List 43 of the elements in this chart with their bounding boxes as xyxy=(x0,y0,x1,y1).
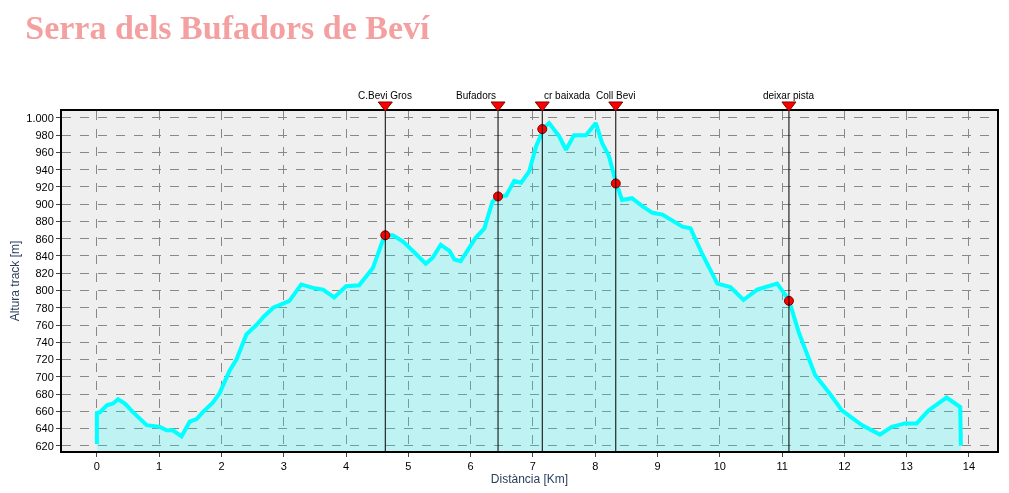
x-tick-label: 8 xyxy=(592,460,599,473)
x-tick-label: 6 xyxy=(467,460,474,473)
y-tick-label: 820 xyxy=(35,267,54,280)
y-tick-label: 640 xyxy=(35,422,54,435)
x-tick-label: 7 xyxy=(529,460,536,473)
y-tick-label: 980 xyxy=(35,129,54,142)
x-tick-label: 3 xyxy=(280,460,287,473)
x-tick-label: 2 xyxy=(218,460,225,473)
y-tick-label: 860 xyxy=(35,232,54,245)
x-tick-label: 11 xyxy=(776,460,788,473)
ref-line-label: Bufadors xyxy=(456,90,497,101)
x-tick-label: 12 xyxy=(838,460,851,473)
y-tick-label: 720 xyxy=(35,353,54,366)
x-tick-label: 4 xyxy=(342,460,350,473)
chart-title: Serra dels Bufadors de Beví xyxy=(25,8,430,46)
y-axis-title: Altura track [m] xyxy=(8,240,23,322)
y-tick-label: 940 xyxy=(35,163,54,176)
x-tick-label: 9 xyxy=(654,460,661,473)
y-tick-label: 700 xyxy=(35,370,54,383)
y-tick-label: 800 xyxy=(35,284,54,297)
y-tick-label: 740 xyxy=(35,336,54,349)
y-tick-label: 660 xyxy=(35,405,54,418)
ref-line-label: C.Bevi Gros xyxy=(358,90,412,101)
x-tick-label: 10 xyxy=(713,460,726,473)
y-tick-label: 840 xyxy=(35,249,54,262)
ref-line-label: cr baixada xyxy=(544,90,591,101)
x-tick-label: 1 xyxy=(156,460,163,473)
y-tick-label: 880 xyxy=(35,215,54,228)
y-tick-label: 680 xyxy=(35,387,54,400)
y-tick-label: 760 xyxy=(35,318,54,331)
x-tick-label: 13 xyxy=(900,460,913,473)
y-tick-label: 900 xyxy=(35,198,54,211)
y-tick-label: 620 xyxy=(35,439,54,452)
x-tick-label: 14 xyxy=(962,460,976,473)
x-axis-title: Distància [Km] xyxy=(490,472,569,487)
y-tick-label: 1.000 xyxy=(26,111,54,124)
ref-line-label: Coll Bevi xyxy=(596,90,636,101)
y-tick-label: 780 xyxy=(35,301,54,314)
ref-line-label: deixar pista xyxy=(763,90,815,101)
x-tick-label: 0 xyxy=(93,460,100,473)
x-tick-label: 5 xyxy=(405,460,412,473)
y-tick-label: 920 xyxy=(35,180,54,193)
y-tick-label: 960 xyxy=(35,146,54,159)
